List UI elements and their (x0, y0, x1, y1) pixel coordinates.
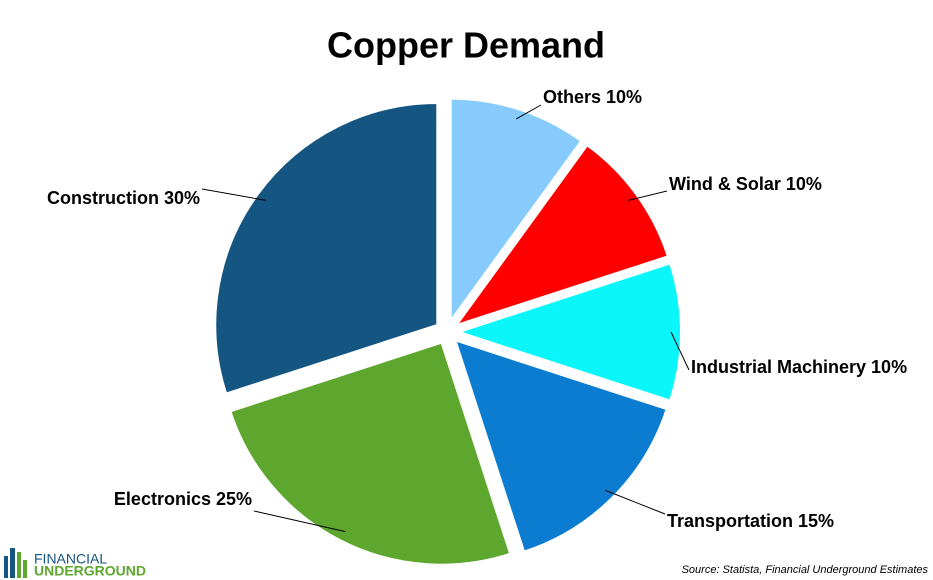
logo-text: FINANCIAL (34, 551, 107, 567)
slice-label: Industrial Machinery 10% (691, 357, 907, 377)
slice-label: Others 10% (543, 87, 642, 107)
leader-line (253, 510, 346, 533)
pie-slice (453, 338, 668, 553)
pie-slice (229, 341, 512, 566)
pie-slice (454, 143, 670, 327)
logo: FINANCIAL UNDERGROUND (4, 548, 146, 579)
pie-slice (214, 101, 439, 395)
category-label: Industrial Machinery (691, 357, 866, 377)
value-label: 10% (606, 87, 642, 107)
chart-title: Copper Demand (327, 25, 605, 66)
leader-line (201, 188, 266, 201)
logo-text: UNDERGROUND (34, 563, 146, 579)
leader-line (628, 190, 668, 201)
category-label: Construction (47, 188, 159, 208)
value-label: 15% (798, 511, 834, 531)
pie-slice (449, 97, 583, 324)
logo-bar (17, 552, 21, 578)
pie-slice (455, 262, 683, 402)
leader-line (605, 489, 666, 515)
category-label: Electronics (114, 489, 211, 509)
slice-label: Construction 30% (47, 188, 200, 208)
slice-label: Wind & Solar 10% (669, 174, 822, 194)
leader-line (670, 331, 690, 371)
logo-bar (23, 560, 27, 578)
logo-bar (4, 556, 8, 578)
logo-bar (10, 548, 15, 578)
leader-line (515, 104, 542, 120)
value-label: 30% (164, 188, 200, 208)
category-label: Transportation (667, 511, 793, 531)
value-label: 10% (871, 357, 907, 377)
value-label: 25% (216, 489, 252, 509)
category-label: Wind & Solar (669, 174, 781, 194)
slice-label: Transportation 15% (667, 511, 834, 531)
slice-label: Electronics 25% (114, 489, 252, 509)
category-label: Others (543, 87, 601, 107)
source-note: Source: Statista, Financial Underground … (682, 564, 929, 576)
value-label: 10% (786, 174, 822, 194)
